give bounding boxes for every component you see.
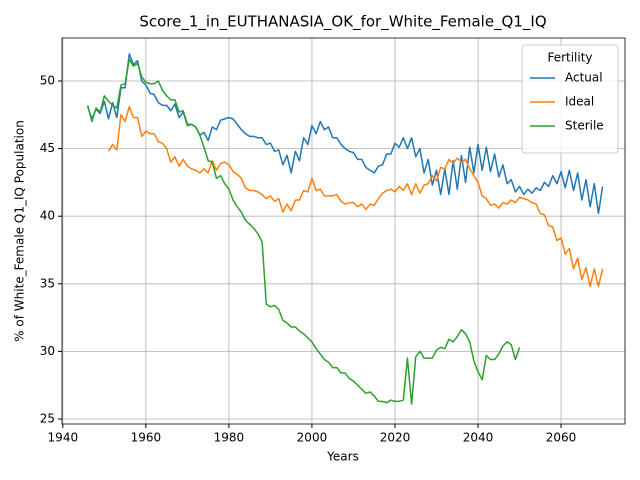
legend: Fertility Actual Ideal Sterile	[521, 44, 619, 154]
legend-title: Fertility	[547, 51, 592, 65]
y-tick-label: 45	[40, 141, 55, 155]
x-tick-label: 1980	[214, 431, 245, 445]
lines	[87, 53, 604, 405]
y-tick-label: 25	[40, 411, 55, 425]
x-axis-label: Years	[326, 450, 359, 464]
y-tick-label: 30	[40, 344, 55, 358]
x-tick-label: 1960	[131, 431, 162, 445]
y-tick-label: 50	[40, 73, 55, 87]
x-tick-label: 2040	[463, 431, 494, 445]
x-tick-label: 2020	[380, 431, 411, 445]
data-line	[87, 58, 521, 405]
legend-label: Actual	[565, 71, 603, 85]
data-line	[87, 53, 604, 215]
y-axis-label: % of White_Female Q1_IQ Population	[13, 120, 27, 342]
data-line	[107, 105, 604, 288]
legend-label: Sterile	[565, 119, 604, 133]
y-tick-label: 35	[40, 276, 55, 290]
plot-frame	[61, 37, 626, 425]
x-tick-label: 2060	[546, 431, 577, 445]
x-tick-label: 1940	[48, 431, 79, 445]
x-tick-label: 2000	[297, 431, 328, 445]
chart-title: Score_1_in_EUTHANASIA_OK_for_White_Femal…	[139, 13, 546, 32]
legend-label: Ideal	[565, 95, 594, 109]
y-tick-label: 40	[40, 209, 55, 223]
